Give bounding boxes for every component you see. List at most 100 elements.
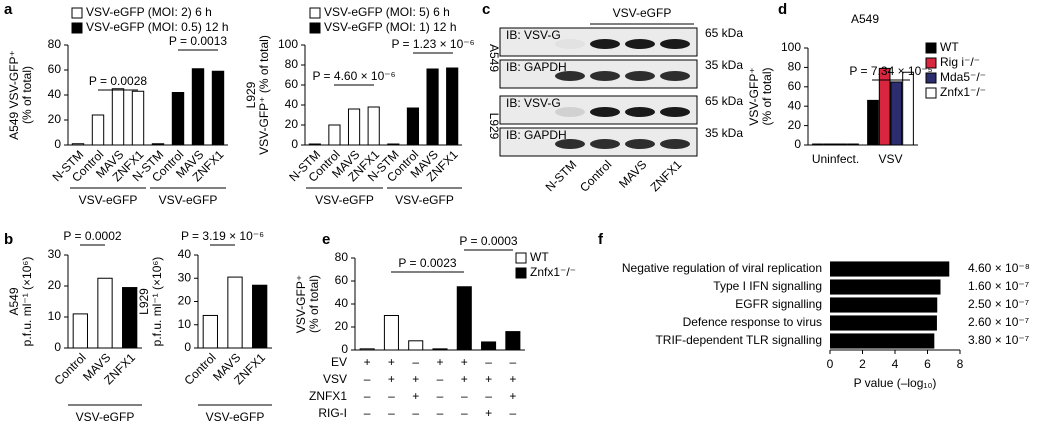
- blot-band: [555, 71, 585, 81]
- chart-title: A549: [851, 12, 879, 26]
- condition-mark: +: [509, 372, 516, 386]
- blot-size: 35 kDa: [705, 126, 743, 140]
- legend-label: Mda5⁻/⁻: [940, 70, 986, 84]
- y-tick-label: 0: [291, 137, 298, 151]
- p-value-label: 4.60 × 10⁻⁸: [968, 261, 1030, 275]
- legend-label: Rig i⁻/⁻: [940, 55, 980, 69]
- blot-band: [590, 71, 620, 81]
- bar: [902, 71, 914, 146]
- panel-label: a: [4, 1, 13, 18]
- y-axis-label: L929: [244, 81, 258, 108]
- condition-mark: –: [437, 372, 444, 386]
- bar: [867, 99, 879, 146]
- y-tick-label: 20: [335, 319, 349, 333]
- p-value: P = 4.60 × 10⁻⁶: [312, 69, 395, 83]
- condition-name: VSV: [323, 372, 347, 386]
- p-value-label: 2.60 × 10⁻⁷: [968, 315, 1029, 329]
- y-tick-label: 30: [48, 247, 62, 261]
- blot-band: [625, 39, 655, 49]
- bar: [171, 92, 185, 146]
- condition-mark: –: [510, 355, 517, 369]
- blot-band: [590, 39, 620, 49]
- legend-label: VSV-eGFP (MOI: 2) 6 h: [86, 5, 212, 19]
- legend-swatch: [71, 7, 83, 19]
- legend-swatch: [925, 87, 937, 99]
- group-label: VSV-eGFP: [159, 193, 218, 207]
- condition-mark: –: [510, 406, 517, 420]
- blot-band: [555, 39, 585, 49]
- y-tick-label: 80: [788, 60, 802, 74]
- y-tick-label: 80: [285, 57, 299, 71]
- bar: [227, 276, 243, 349]
- legend-label: VSV-eGFP (MOI: 5) 6 h: [324, 5, 450, 19]
- y-axis-label: L929: [137, 288, 151, 315]
- condition-mark: –: [485, 389, 492, 403]
- condition-mark: +: [485, 406, 492, 420]
- bar: [202, 314, 218, 349]
- blot-size: 35 kDa: [705, 58, 743, 72]
- bar: [456, 286, 472, 351]
- p-value: P = 7.34 × 10⁻⁵: [849, 64, 932, 78]
- condition-mark: –: [412, 406, 419, 420]
- condition-mark: –: [437, 389, 444, 403]
- bar: [191, 68, 205, 146]
- category-label: Defence response to virus: [683, 315, 822, 329]
- y-axis-label: VSV-GFP⁺: [294, 275, 308, 333]
- group-label: VSV-eGFP: [79, 193, 138, 207]
- bar: [481, 341, 497, 351]
- condition-mark: +: [388, 372, 395, 386]
- bar: [505, 331, 521, 351]
- blot-row-label: IB: GAPDH: [506, 60, 567, 74]
- bar: [328, 124, 341, 146]
- bar: [211, 70, 225, 146]
- blot-band: [555, 107, 585, 117]
- y-axis-label: A549: [7, 287, 21, 315]
- blot-band: [660, 107, 690, 117]
- blot-row-label: IB: GAPDH: [506, 128, 567, 142]
- category-label: Type I IFN signalling: [713, 279, 822, 293]
- bar: [347, 108, 361, 146]
- condition-mark: +: [412, 389, 419, 403]
- condition-mark: +: [436, 355, 443, 369]
- bar: [131, 90, 145, 146]
- y-axis-label: A549 VSV-GFP⁺: [7, 50, 21, 140]
- panel-label: c: [482, 1, 490, 18]
- bar: [426, 68, 439, 146]
- bar: [830, 297, 938, 313]
- legend-swatch: [515, 252, 527, 264]
- x-tick-label: 6: [924, 357, 931, 371]
- y-axis-label: p.f.u. ml⁻¹ (×10⁶): [20, 257, 34, 347]
- y-tick-label: 20: [788, 118, 802, 132]
- bar: [835, 143, 848, 146]
- y-tick-label: 100: [278, 37, 298, 51]
- p-value: P = 0.0028: [89, 74, 147, 88]
- legend-label: Znfx1⁻/⁻: [940, 85, 986, 99]
- y-tick-label: 20: [48, 112, 62, 126]
- bar: [252, 284, 268, 349]
- condition-mark: +: [412, 372, 419, 386]
- condition-mark: –: [412, 355, 419, 369]
- y-tick-label: 40: [48, 87, 62, 101]
- p-value: P = 0.0013: [169, 34, 227, 48]
- condition-mark: –: [461, 406, 468, 420]
- bar: [890, 81, 903, 146]
- condition-mark: –: [461, 389, 468, 403]
- bar: [830, 261, 950, 277]
- p-value-label: 2.50 × 10⁻⁷: [968, 297, 1029, 311]
- legend-swatch: [925, 72, 937, 84]
- y-tick-label: 100: [781, 40, 801, 54]
- blot-band: [625, 107, 655, 117]
- bar: [406, 107, 420, 146]
- condition-mark: +: [388, 355, 395, 369]
- group-label: VSV-eGFP: [76, 410, 135, 424]
- y-tick-label: 0: [54, 137, 61, 151]
- legend-swatch: [515, 267, 527, 279]
- x-tick-label: VSV: [878, 152, 902, 166]
- legend-label: VSV-eGFP (MOI: 0.5) 12 h: [86, 20, 229, 34]
- blot-row-label: IB: VSV-G: [506, 96, 561, 110]
- group-label: VSV-eGFP: [206, 410, 265, 424]
- blot-band: [625, 71, 655, 81]
- y-tick-label: 40: [285, 97, 299, 111]
- legend-label: WT: [530, 250, 549, 264]
